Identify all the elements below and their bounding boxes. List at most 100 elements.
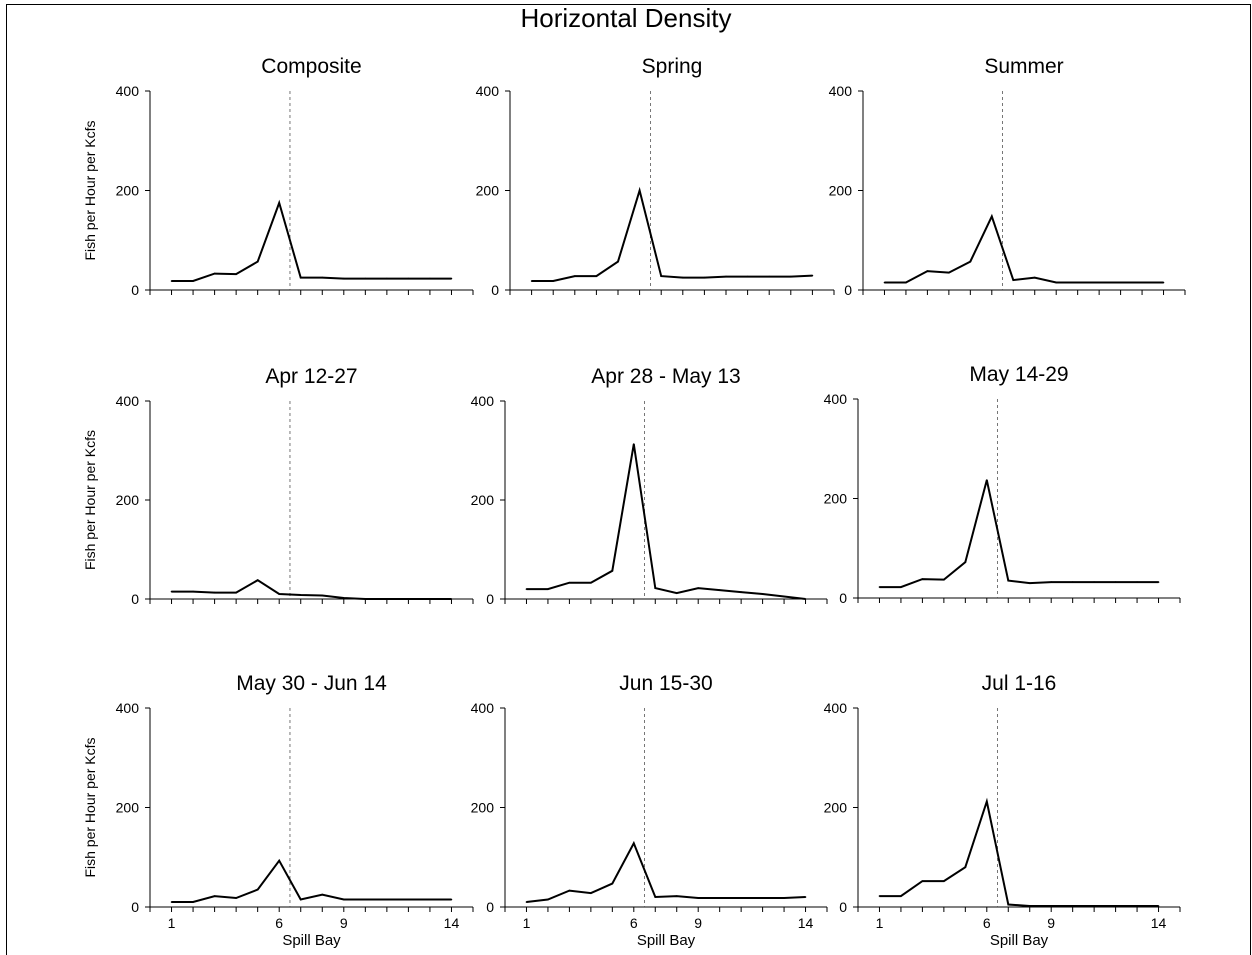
data-point [364,277,367,280]
y-tick-label: 200 [824,491,848,507]
data-point [1050,581,1052,583]
data-point [740,897,742,899]
data-point [429,898,431,901]
x-axis-label: Spill Bay [637,932,696,949]
data-point [703,276,706,279]
panel-title: Jul 1-16 [982,672,1057,695]
x-tick-label: 1 [523,915,531,931]
figure-frame [6,4,1251,955]
data-point [878,586,881,588]
x-tick-label: 14 [444,915,460,931]
data-point [697,897,699,899]
figure-title: Horizontal Density [520,3,732,33]
data-point [1071,581,1074,583]
data-point [278,593,281,595]
y-tick-label: 200 [476,183,500,199]
data-point [969,260,972,263]
data-point [192,590,194,593]
series-line [171,858,452,903]
panel-title: Apr 12-27 [265,365,357,388]
y-axis-label: Fish per Hour per Kcfs [82,430,98,570]
y-axis-label: Fish per Hour per Kcfs [82,120,98,260]
x-axis-label: Spill Bay [990,932,1049,949]
data-point [1028,905,1031,907]
data-point [321,276,324,279]
x-axis-label: Spill Bay [282,932,341,949]
series-line [879,797,1159,907]
data-point [407,898,410,901]
data-point [675,592,678,594]
x-tick-label: 1 [168,915,176,931]
data-point [1055,281,1057,284]
data-point [1119,281,1122,284]
data-point [547,588,549,590]
data-point [986,479,988,481]
data-point [682,276,684,279]
data-point [595,275,598,277]
data-point [921,578,924,580]
data-point [718,897,721,899]
panel-title: Spring [642,55,703,78]
data-point [407,598,410,600]
y-tick-label: 400 [476,83,500,99]
data-point [725,275,727,278]
data-point [905,281,907,284]
data-point [299,898,302,901]
y-tick-label: 400 [824,391,848,407]
panel-title: Composite [261,55,361,78]
chart-panel-8: Jun 15-30 0 200 400 1 6 9 14 Spill Bay [471,672,828,949]
data-point [386,277,388,280]
y-tick-label: 0 [486,591,494,607]
data-point [740,591,742,593]
data-point [611,882,614,885]
series-line [884,213,1164,284]
y-tick-label: 0 [131,899,139,915]
data-point [321,594,324,597]
y-tick-label: 0 [839,899,847,915]
data-point [943,880,945,882]
data-point [1033,276,1036,279]
chart-panel-5: Apr 28 - May 13 0 200 400 [471,365,828,607]
series-line [531,186,813,282]
x-tick-label: 6 [275,915,283,931]
data-point [633,842,635,845]
data-point [900,586,902,588]
y-tick-label: 400 [829,83,853,99]
series-line [171,199,452,282]
chart-panel-3: Summer 0 200 400 [829,55,1186,298]
data-point [235,897,237,899]
data-point [364,898,367,901]
x-tick-label: 9 [694,915,702,931]
x-tick-label: 6 [983,915,991,931]
y-tick-label: 0 [486,899,494,915]
data-point [343,898,345,901]
y-tick-label: 400 [116,393,140,409]
data-point [530,280,533,282]
data-point [1076,281,1079,284]
data-point [1136,905,1138,907]
data-point [746,275,749,278]
data-point [1093,581,1095,583]
y-axis-label: Fish per Hour per Kcfs [82,737,98,877]
data-point [783,595,785,598]
data-point [943,578,945,581]
data-point [654,587,657,589]
data-point [450,277,453,280]
chart-panel-1: Composite 0 200 400 Fish per Hour per Kcfs [82,55,474,298]
y-tick-label: 400 [471,393,495,409]
data-point [654,896,657,898]
y-tick-label: 200 [471,800,495,816]
y-tick-label: 200 [116,492,140,508]
data-point [1136,581,1138,583]
data-point [783,897,785,899]
y-tick-label: 0 [491,282,499,298]
data-point [986,800,988,803]
data-point [660,275,662,277]
data-point [343,277,345,280]
data-point [525,588,528,590]
data-point [718,589,721,591]
y-tick-label: 200 [116,800,140,816]
data-point [256,579,259,581]
data-point [617,260,619,263]
